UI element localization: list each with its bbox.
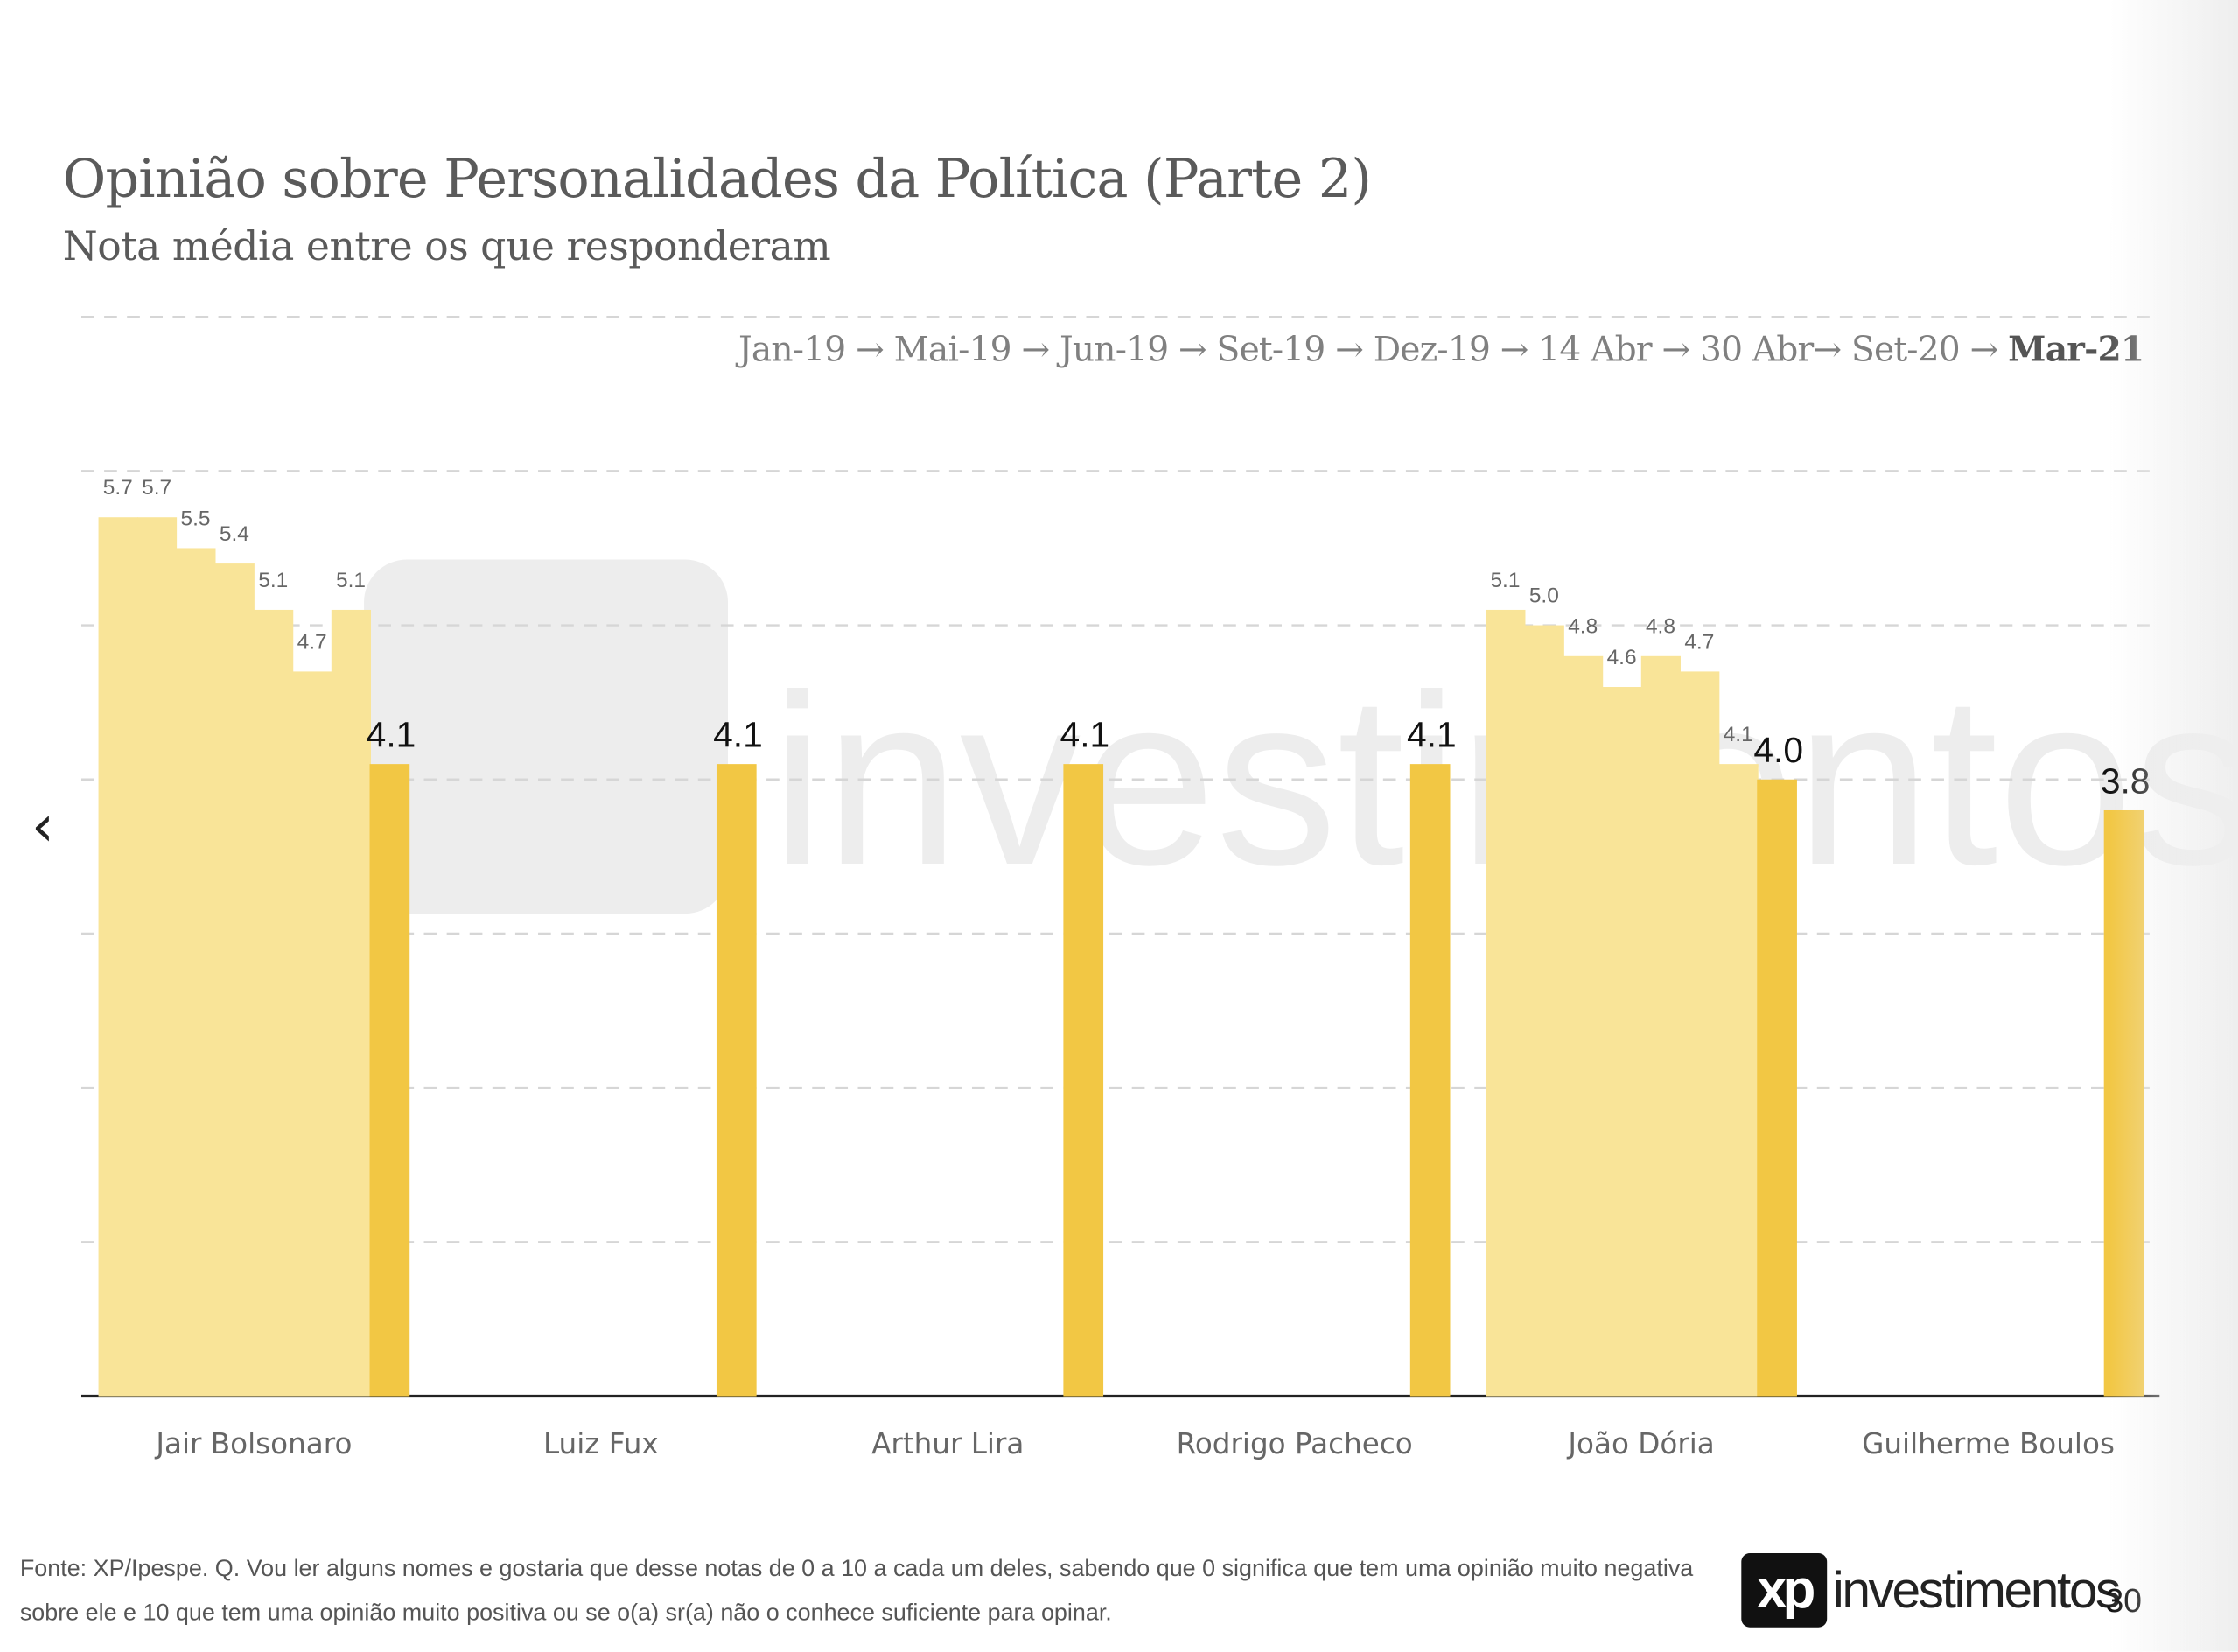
history-data-label: 4.8 (1646, 615, 1675, 639)
latest-bar (716, 764, 757, 1396)
source-note: Fonte: XP/Ipespe. Q. Vou ler alguns nome… (19, 1556, 1694, 1627)
latest-data-label: 4.1 (713, 715, 763, 755)
chart-subtitle: Nota média entre os que responderam (62, 222, 831, 270)
latest-bar (1063, 764, 1104, 1396)
history-data-label: 4.7 (297, 630, 327, 654)
history-data-label: 5.7 (142, 476, 171, 500)
history-bar (98, 517, 138, 1396)
history-data-label: 5.4 (220, 522, 249, 546)
history-bar (1640, 655, 1681, 1396)
latest-bar (1409, 764, 1451, 1396)
edge-shadow (2109, 0, 2238, 1652)
history-bar (1680, 671, 1720, 1396)
period-sequence: Jan-19 → Mai-19 → Jun-19 → Set-19 → Dez-… (738, 329, 2009, 370)
logo-mark: xp (1741, 1552, 1828, 1628)
category-label: Luiz Fux (543, 1427, 659, 1460)
chart-title: Opinião sobre Personalidades da Política… (62, 148, 1372, 210)
category-label: João Dória (1566, 1427, 1714, 1460)
history-data-label: 5.5 (180, 507, 210, 530)
history-data-label: 4.8 (1568, 615, 1598, 639)
category-label: Jair Bolsonaro (154, 1427, 352, 1460)
category-label: Rodrigo Pacheco (1177, 1427, 1413, 1460)
history-bar (1524, 625, 1564, 1396)
history-bar (1486, 609, 1526, 1396)
history-bar (136, 517, 178, 1396)
latest-data-label: 4.0 (1753, 730, 1803, 770)
watermark-logo: investimentos (364, 559, 2238, 915)
history-bar (254, 609, 294, 1396)
latest-data-label: 4.1 (367, 715, 416, 755)
history-bar (292, 671, 332, 1396)
history-data-label: 5.1 (336, 569, 366, 592)
history-data-label: 5.0 (1529, 584, 1559, 607)
latest-data-label: 4.1 (1407, 715, 1457, 755)
latest-data-label: 4.1 (1060, 715, 1110, 755)
history-bar (176, 548, 216, 1396)
history-bar (1602, 687, 1642, 1396)
history-data-label: 5.1 (258, 569, 288, 592)
history-bar (214, 564, 255, 1396)
history-data-label: 5.7 (103, 476, 133, 500)
history-data-label: 4.6 (1607, 646, 1637, 669)
history-bar (331, 609, 372, 1396)
chevron-left-icon[interactable]: ‹ (31, 794, 54, 860)
latest-bar (369, 764, 410, 1396)
history-data-label: 4.7 (1684, 630, 1714, 654)
history-data-label: 4.1 (1724, 723, 1753, 746)
category-label: Guilherme Boulos (1862, 1427, 2115, 1460)
xp-logo: xp investimentos (1741, 1552, 2122, 1628)
history-bar (1718, 764, 1759, 1396)
history-data-label: 5.1 (1490, 569, 1520, 592)
category-label: Arthur Lira (871, 1427, 1024, 1460)
latest-bar (1757, 779, 1797, 1396)
history-bar (1563, 655, 1604, 1396)
logo-text: investimentos (1832, 1560, 2122, 1620)
